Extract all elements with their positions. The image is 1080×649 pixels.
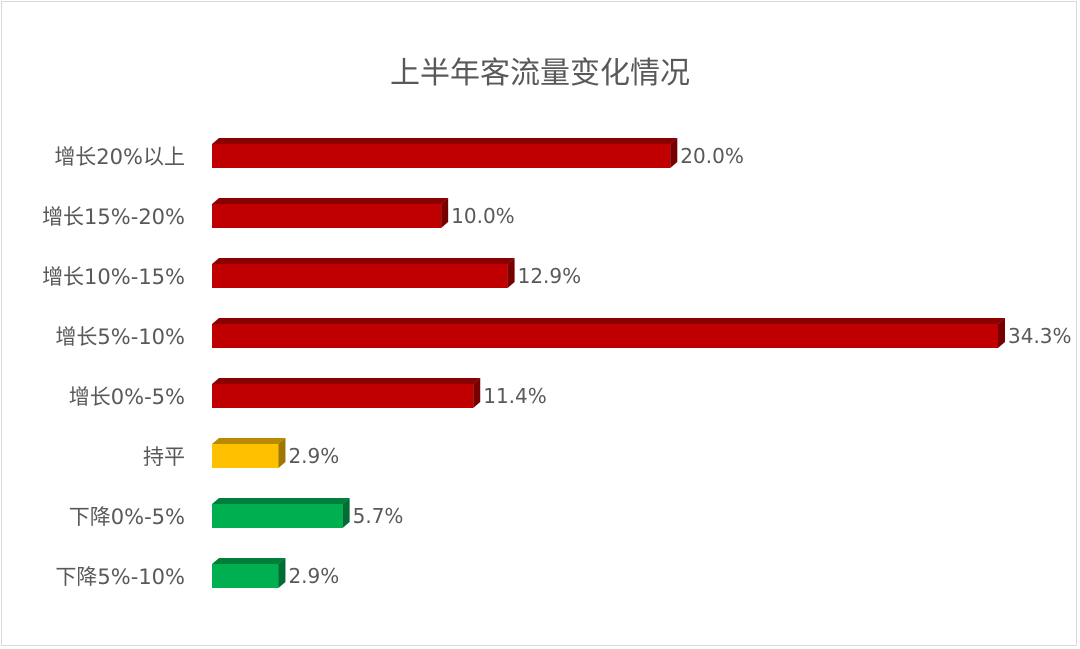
category-label: 增长10%-15% xyxy=(42,265,185,289)
data-label: 5.7% xyxy=(353,504,404,528)
bar-top-face xyxy=(212,258,515,264)
bar-group: 下降0%-5% 5.7% xyxy=(69,498,404,529)
bar xyxy=(212,384,474,408)
data-label: 2.9% xyxy=(288,444,339,468)
category-label: 增长20%以上 xyxy=(54,145,185,169)
bar xyxy=(212,264,508,288)
bar-group: 增长15%-20% 10.0% xyxy=(42,198,515,229)
data-label: 2.9% xyxy=(288,564,339,588)
bar-top-face xyxy=(212,138,678,144)
data-label: 11.4% xyxy=(483,384,547,408)
category-label: 增长15%-20% xyxy=(42,205,185,229)
bar-top-face xyxy=(212,558,286,564)
bar-group: 持平 2.9% xyxy=(143,438,339,469)
bar-group: 增长0%-5% 11.4% xyxy=(69,378,547,409)
bar-side-face xyxy=(342,498,350,528)
category-label: 增长0%-5% xyxy=(69,385,185,409)
bar-top-face xyxy=(212,438,286,444)
bar xyxy=(212,564,279,588)
bar xyxy=(212,504,343,528)
data-label: 34.3% xyxy=(1008,324,1072,348)
bar xyxy=(212,144,671,168)
bar-side-face xyxy=(441,198,449,228)
bar xyxy=(212,204,442,228)
bar-top-face xyxy=(212,498,350,504)
bar xyxy=(212,444,279,468)
bar-group: 增长10%-15% 12.9% xyxy=(42,258,581,289)
bar-top-face xyxy=(212,378,481,384)
bar-top-face xyxy=(212,198,449,204)
data-label: 12.9% xyxy=(518,264,582,288)
category-label: 下降5%-10% xyxy=(55,565,185,589)
bar-side-face xyxy=(670,138,678,168)
bar xyxy=(212,324,998,348)
data-label: 10.0% xyxy=(451,204,515,228)
bar-group: 增长20%以上 20.0% xyxy=(54,138,744,169)
bar-side-face xyxy=(473,378,481,408)
bar-side-face xyxy=(998,318,1005,348)
bar-side-face xyxy=(278,558,286,588)
bar-side-face xyxy=(507,258,515,288)
bar-side-face xyxy=(278,438,286,468)
bar-group: 下降5%-10% 2.9% xyxy=(55,558,339,589)
bar-group: 增长5%-10% 34.3% xyxy=(55,318,1072,349)
bar-top-face xyxy=(212,318,1005,324)
category-label: 增长5%-10% xyxy=(55,325,185,349)
data-label: 20.0% xyxy=(680,144,744,168)
chart-title: 上半年客流量变化情况 xyxy=(390,56,690,91)
category-label: 下降0%-5% xyxy=(69,505,185,529)
category-label: 持平 xyxy=(143,445,185,469)
